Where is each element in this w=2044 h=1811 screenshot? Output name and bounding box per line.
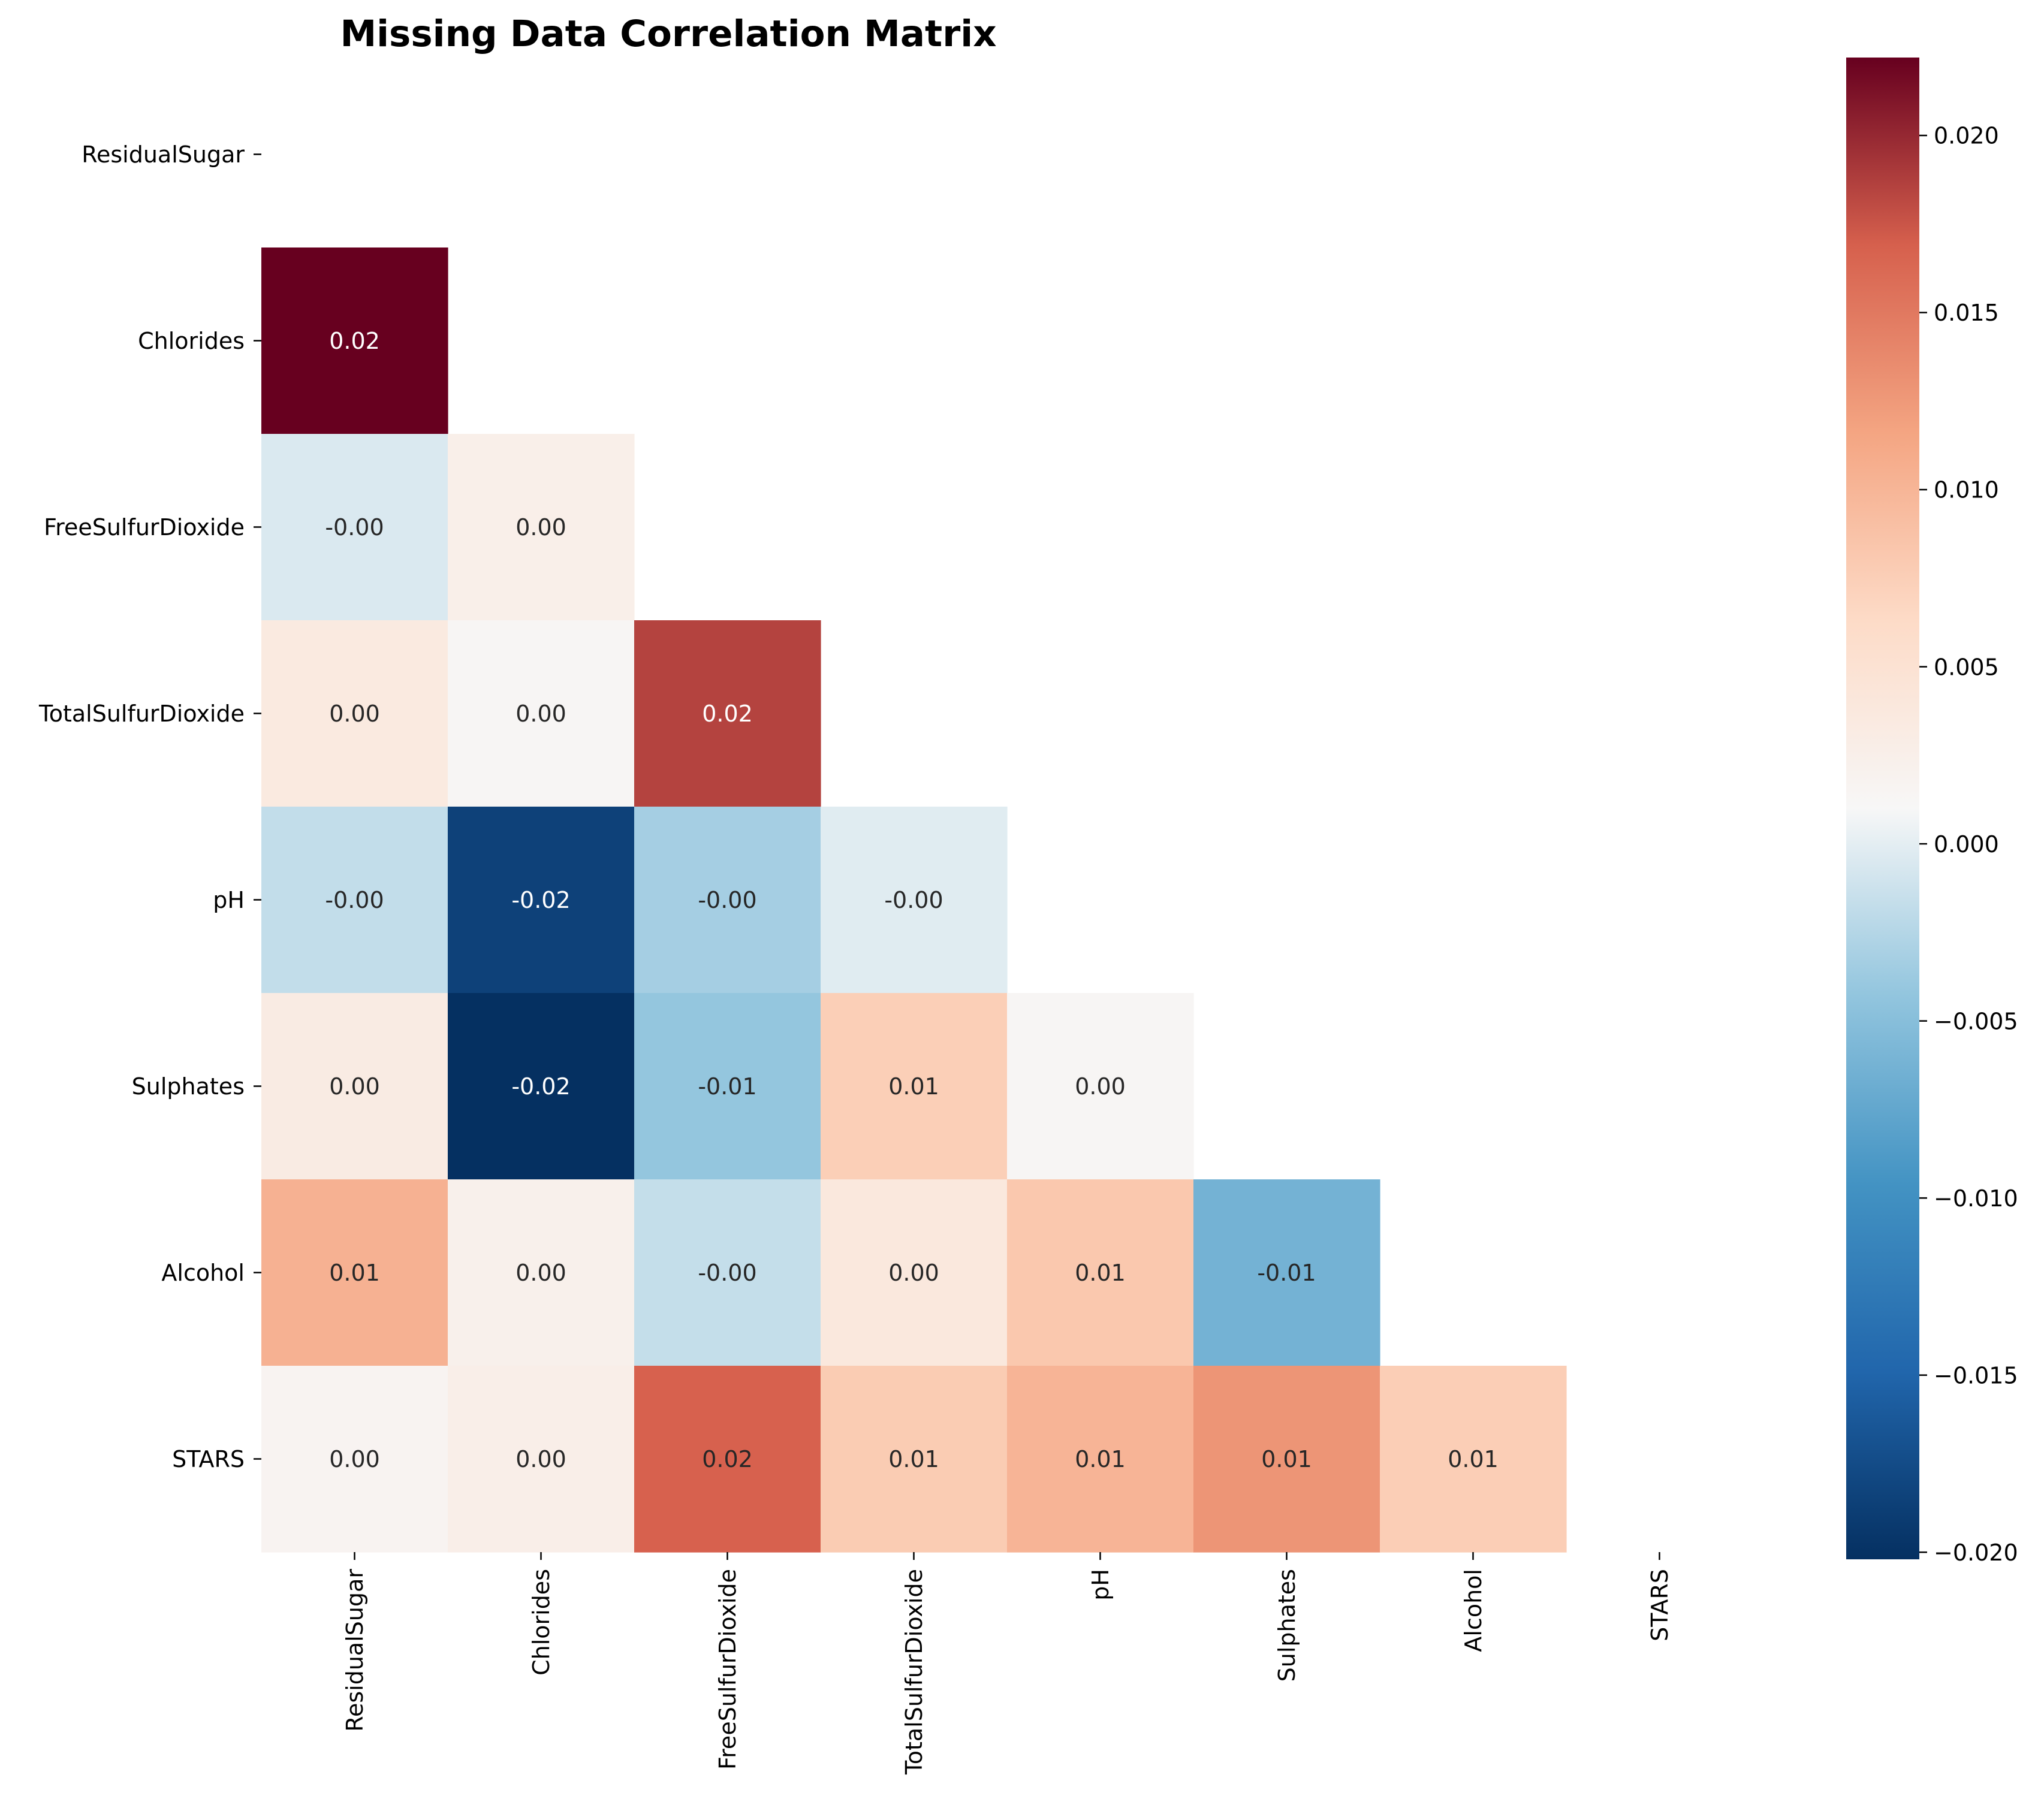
heatmap-cell — [448, 807, 635, 994]
heatmap-cell — [1007, 993, 1194, 1180]
heatmap-cell — [261, 1179, 448, 1366]
cell-value-label: -0.00 — [325, 887, 384, 913]
cell-value-label: 0.01 — [888, 1446, 939, 1472]
heatmap-cell — [1193, 1179, 1380, 1366]
cell-value-label: 0.01 — [888, 1073, 939, 1100]
colorbar-tick-label: −0.020 — [1934, 1540, 2018, 1566]
cell-value-label: -0.02 — [511, 1073, 570, 1100]
cell-value-label: 0.02 — [329, 328, 380, 354]
chart-title: Missing Data Correlation Matrix — [340, 13, 996, 55]
x-axis: ResidualSugar Chlorides FreeSulfurDioxide T… — [342, 1552, 1673, 1775]
cell-value-label: 0.01 — [329, 1260, 380, 1286]
x-tick-label: pH — [1087, 1569, 1114, 1601]
heatmap-cell — [1380, 1366, 1567, 1553]
cell-value-label: 0.02 — [702, 1446, 753, 1472]
cell-value-label: -0.01 — [698, 1073, 756, 1100]
y-axis: ResidualSugar Chlorides FreeSulfurDioxide T… — [38, 141, 261, 1472]
cell-value-label: 0.00 — [1075, 1073, 1126, 1100]
heatmap-cell — [261, 807, 448, 994]
cell-value-label: 0.00 — [515, 514, 566, 541]
x-tick-label: Alcohol — [1460, 1569, 1487, 1652]
colorbar-tick-label: −0.010 — [1934, 1185, 2018, 1212]
colorbar-tick-label: 0.000 — [1934, 831, 1999, 858]
y-tick-label: ResidualSugar — [82, 141, 245, 168]
heatmap-cell — [821, 1179, 1008, 1366]
cell-value-label: 0.00 — [515, 1260, 566, 1286]
y-tick-label: Alcohol — [161, 1260, 245, 1286]
heatmap-cell — [1193, 1366, 1380, 1553]
heatmap-cell — [261, 993, 448, 1180]
x-tick-label: Chlorides — [528, 1569, 554, 1676]
cell-value-label: -0.01 — [1257, 1260, 1316, 1286]
colorbar-gradient — [1846, 58, 1919, 1559]
heatmap-cell — [821, 993, 1008, 1180]
y-tick-label: pH — [213, 887, 245, 913]
heatmap-cell — [821, 1366, 1008, 1553]
heatmap-cell — [634, 620, 821, 807]
cell-value-label: 0.00 — [329, 1446, 380, 1472]
x-tick-label: FreeSulfurDioxide — [715, 1569, 741, 1770]
heatmap-cell — [448, 620, 635, 807]
heatmap-cell — [448, 1179, 635, 1366]
y-tick-label: STARS — [172, 1446, 245, 1472]
colorbar-tick-label: 0.015 — [1934, 300, 1999, 326]
cell-value-label: 0.01 — [1075, 1260, 1126, 1286]
cell-value-label: 0.00 — [888, 1260, 939, 1286]
heatmap-cell — [634, 993, 821, 1180]
heatmap-cell — [261, 247, 448, 434]
cell-value-label: -0.00 — [325, 514, 384, 541]
cell-value-label: 0.01 — [1448, 1446, 1499, 1472]
heatmap-cell — [448, 993, 635, 1180]
heatmap-cell — [634, 1179, 821, 1366]
y-tick-label: Sulphates — [132, 1073, 245, 1100]
heatmap-cells — [261, 247, 1567, 1553]
x-tick-label: ResidualSugar — [342, 1569, 368, 1732]
heatmap-cell — [634, 807, 821, 994]
y-tick-label: FreeSulfurDioxide — [44, 514, 245, 541]
cell-value-label: -0.00 — [698, 1260, 756, 1286]
heatmap-cell — [261, 434, 448, 621]
cell-value-label: 0.01 — [1261, 1446, 1312, 1472]
x-tick-label: TotalSulfurDioxide — [901, 1569, 927, 1775]
heatmap-cell — [1007, 1366, 1194, 1553]
colorbar-tick-label: 0.020 — [1934, 123, 1999, 149]
colorbar-tick-label: 0.005 — [1934, 654, 1999, 680]
colorbar: 0.020 0.015 0.010 0.005 0.000 −0.005 −0.010 −0.… — [1846, 58, 2018, 1566]
colorbar-tick-label: −0.005 — [1934, 1008, 2018, 1034]
cell-value-label: 0.00 — [329, 1073, 380, 1100]
heatmap-cell-labels: 0.02 -0.00 0.00 0.00 0.00 0.02 -0.00 -0.02 -0.00… — [325, 328, 1498, 1472]
heatmap-cell — [448, 434, 635, 621]
x-tick-label: Sulphates — [1274, 1569, 1300, 1682]
cell-value-label: -0.00 — [884, 887, 943, 913]
cell-value-label: -0.02 — [511, 887, 570, 913]
heatmap-cell — [634, 1366, 821, 1553]
colorbar-tick-label: 0.010 — [1934, 477, 1999, 503]
cell-value-label: 0.01 — [1075, 1446, 1126, 1472]
y-tick-label: TotalSulfurDioxide — [38, 701, 245, 727]
x-tick-label: STARS — [1647, 1569, 1673, 1641]
cell-value-label: -0.00 — [698, 887, 756, 913]
colorbar-tick-label: −0.015 — [1934, 1362, 2018, 1389]
cell-value-label: 0.00 — [515, 701, 566, 727]
heatmap-cell — [261, 620, 448, 807]
cell-value-label: 0.00 — [329, 701, 380, 727]
heatmap-cell — [448, 1366, 635, 1553]
heatmap-cell — [261, 1366, 448, 1553]
cell-value-label: 0.02 — [702, 701, 753, 727]
cell-value-label: 0.00 — [515, 1446, 566, 1472]
heatmap-cell — [821, 807, 1008, 994]
y-tick-label: Chlorides — [138, 328, 245, 354]
heatmap-cell — [1007, 1179, 1194, 1366]
